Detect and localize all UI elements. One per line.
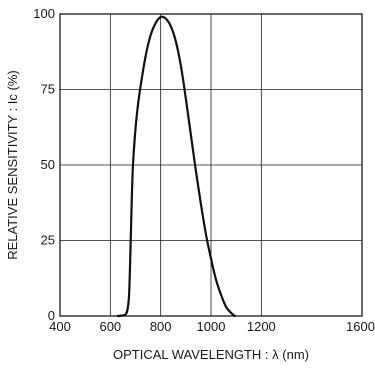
x-axis-label: OPTICAL WAVELENGTH : λ (nm): [113, 347, 309, 362]
grid-lines: [60, 14, 362, 316]
plot-frame: [59, 13, 363, 317]
y-tick-label: 50: [41, 157, 55, 172]
x-tick-label: 800: [150, 319, 172, 334]
x-tick-label: 400: [49, 319, 71, 334]
y-tick-label: 0: [48, 308, 55, 323]
x-tick-label: 1200: [247, 319, 276, 334]
y-axis-label: RELATIVE SENSITIVITY : Ic (%): [5, 70, 20, 260]
y-tick-label: 25: [41, 233, 55, 248]
sensitivity-curve: [116, 15, 237, 318]
y-tick-labels: 0 25 50 75 100: [33, 6, 55, 323]
y-tick-label: 75: [41, 82, 55, 97]
y-tick-label: 100: [33, 6, 55, 21]
x-tick-label: 1600: [346, 319, 375, 334]
x-tick-labels: 400 600 800 1000 1200 1600: [49, 319, 375, 334]
x-tick-label: 600: [99, 319, 121, 334]
x-tick-label: 1000: [197, 319, 226, 334]
